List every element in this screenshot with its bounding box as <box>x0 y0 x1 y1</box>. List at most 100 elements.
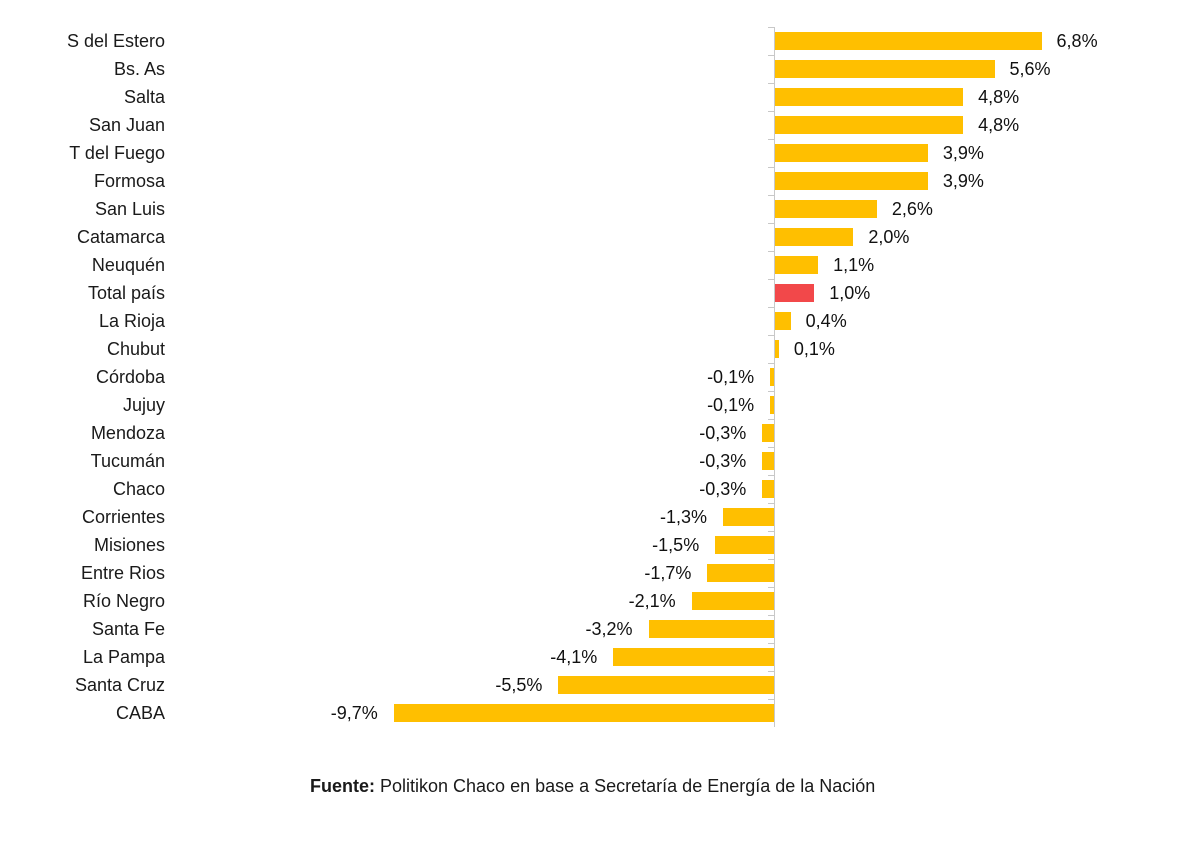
bar <box>775 340 779 358</box>
value-label: 2,6% <box>891 199 933 219</box>
category-label: Córdoba <box>95 367 165 387</box>
category-label: S del Estero <box>66 31 165 51</box>
bar <box>775 256 819 274</box>
axis-tick <box>768 615 774 616</box>
value-label: -0,3% <box>699 423 747 443</box>
category-label: Bs. As <box>113 59 165 79</box>
value-label: -1,7% <box>644 563 692 583</box>
category-label: Salta <box>123 87 165 107</box>
axis-tick <box>768 587 774 588</box>
bar <box>613 648 774 666</box>
bar <box>691 592 774 610</box>
bar <box>775 60 995 78</box>
value-label: 0,4% <box>805 311 847 331</box>
value-label: -5,5% <box>495 675 543 695</box>
bar <box>775 228 854 246</box>
axis-tick <box>768 363 774 364</box>
bar <box>393 704 774 722</box>
axis-tick <box>768 559 774 560</box>
bar <box>715 536 774 554</box>
axis-tick <box>768 83 774 84</box>
axis-tick <box>768 643 774 644</box>
bar <box>775 284 815 302</box>
bar <box>775 88 964 106</box>
category-label: Neuquén <box>91 255 165 275</box>
bar <box>775 200 877 218</box>
category-label: Formosa <box>93 171 165 191</box>
value-label: 2,0% <box>868 227 910 247</box>
category-label: Misiones <box>93 535 165 555</box>
category-label: Corrientes <box>81 507 165 527</box>
category-label: Río Negro <box>82 591 165 611</box>
category-label: Chaco <box>112 479 165 499</box>
bar <box>775 32 1042 50</box>
bar <box>770 368 774 386</box>
value-label: 3,9% <box>942 143 984 163</box>
axis-tick <box>768 447 774 448</box>
category-label: Santa Cruz <box>74 675 165 695</box>
value-label: 3,9% <box>942 171 984 191</box>
value-label: -0,1% <box>707 395 755 415</box>
category-label: CABA <box>115 703 165 723</box>
axis-tick <box>768 55 774 56</box>
value-label: -0,1% <box>707 367 755 387</box>
axis-tick <box>768 27 774 28</box>
source-text: Politikon Chaco en base a Secretaría de … <box>375 776 876 796</box>
value-label: -1,3% <box>660 507 708 527</box>
axis-tick <box>768 279 774 280</box>
category-label: Santa Fe <box>91 619 165 639</box>
bar-chart: S del Estero 6,8% Bs. As 5,6% Salta 4,8% San J… <box>66 27 1098 727</box>
axis-tick <box>768 307 774 308</box>
value-label: 6,8% <box>1056 31 1098 51</box>
axis-tick <box>768 195 774 196</box>
value-label: 4,8% <box>978 115 1020 135</box>
bar <box>775 144 928 162</box>
axis-tick <box>768 167 774 168</box>
source-prefix: Fuente: <box>310 776 375 796</box>
axis-tick <box>768 475 774 476</box>
value-label: 1,1% <box>833 255 875 275</box>
bar <box>558 676 774 694</box>
category-label: Catamarca <box>76 227 165 247</box>
category-label: Total país <box>87 283 165 303</box>
category-label: Entre Rios <box>80 563 165 583</box>
bar <box>762 480 774 498</box>
category-label: Chubut <box>106 339 165 359</box>
category-label: Tucumán <box>90 451 165 471</box>
axis-tick <box>768 419 774 420</box>
bar <box>775 116 964 134</box>
axis-tick <box>768 223 774 224</box>
axis-tick <box>768 503 774 504</box>
category-label: T del Fuego <box>69 143 165 163</box>
value-label: 5,6% <box>1009 59 1051 79</box>
value-label: -9,7% <box>330 703 378 723</box>
zero-axis-line <box>774 27 775 727</box>
value-label: 0,1% <box>793 339 835 359</box>
value-label: -4,1% <box>550 647 598 667</box>
value-label: 4,8% <box>978 87 1020 107</box>
axis-tick <box>768 391 774 392</box>
bar <box>723 508 774 526</box>
value-label: -0,3% <box>699 479 747 499</box>
category-label: Jujuy <box>122 395 165 415</box>
bar <box>775 312 791 330</box>
axis-tick <box>768 531 774 532</box>
category-label: San Juan <box>88 115 165 135</box>
category-label: La Rioja <box>98 311 165 331</box>
category-label: San Luis <box>94 199 165 219</box>
axis-tick <box>768 671 774 672</box>
axis-tick <box>768 251 774 252</box>
value-label: 1,0% <box>829 283 871 303</box>
category-label: La Pampa <box>82 647 165 667</box>
bar <box>775 172 928 190</box>
bar <box>762 424 774 442</box>
axis-tick <box>768 111 774 112</box>
bar <box>707 564 774 582</box>
bar <box>648 620 774 638</box>
value-label: -1,5% <box>652 535 700 555</box>
value-label: -0,3% <box>699 451 747 471</box>
axis-tick <box>768 139 774 140</box>
axis-tick <box>768 699 774 700</box>
bar <box>770 396 774 414</box>
axis-tick <box>768 335 774 336</box>
